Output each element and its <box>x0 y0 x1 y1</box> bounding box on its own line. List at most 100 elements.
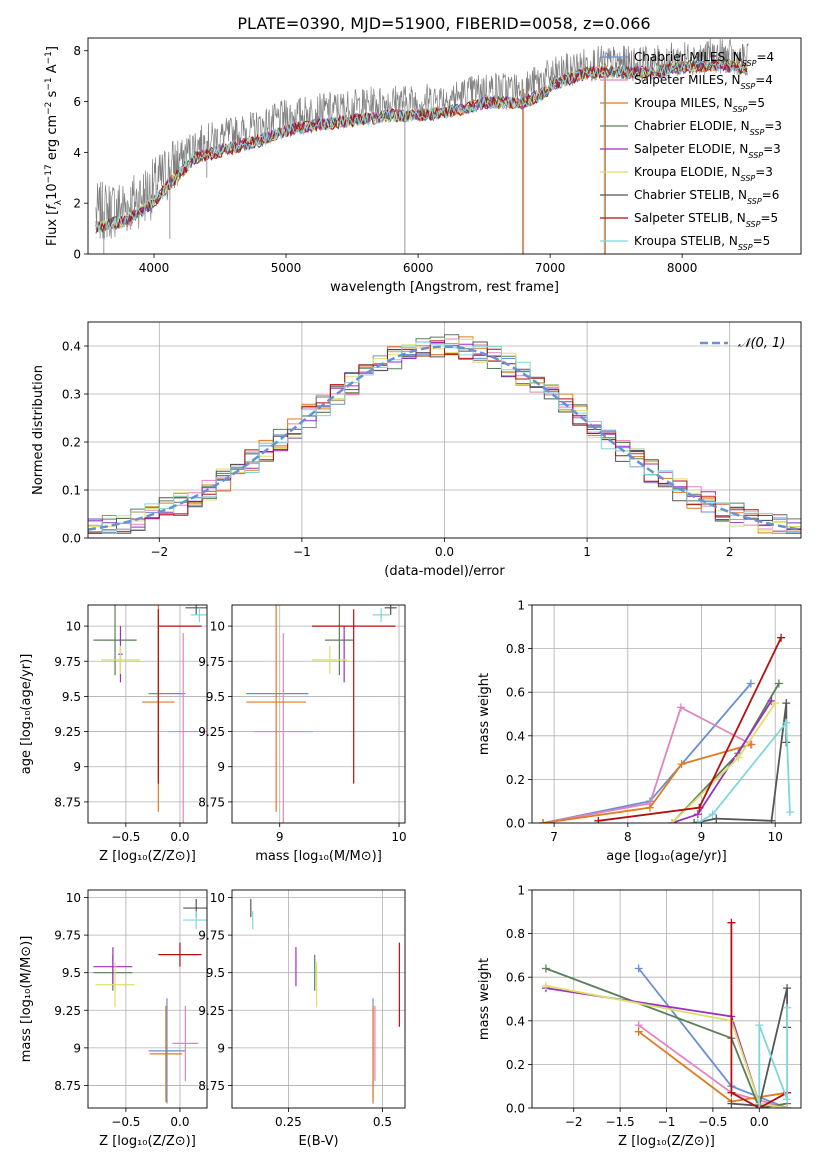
y-axis-label-part: −1 <box>44 51 54 64</box>
panel-age-vs-mass: 9 10 8.75 9 9.25 9.5 9.75 10 mass [log₁₀(M/M⊙)] <box>198 604 407 864</box>
plot-area <box>95 38 749 254</box>
y-tick-label: 10 <box>210 620 225 634</box>
y-tick-label: 8.75 <box>198 795 225 809</box>
weight-marker <box>645 803 654 812</box>
y-axis-label-part: Flux [ <box>45 210 60 246</box>
weight-marker <box>693 819 702 823</box>
weight-marker <box>782 699 791 708</box>
axes-frame <box>87 321 802 539</box>
x-tick-label: 0.5 <box>373 1115 392 1129</box>
panel-age-vs-Z: −0.5 0.0 8.75 9 9.25 9.5 9.75 10 Z [log₁₀(Z/Z⊙)]… <box>19 604 208 864</box>
y-tick-label: 4 <box>73 146 81 160</box>
y-tick-label: 0.6 <box>506 971 525 985</box>
y-tick-label: 9 <box>73 1041 81 1055</box>
legend-entry-sub: SSP <box>748 151 763 160</box>
plot-area <box>246 605 397 823</box>
legend-entry: Kroupa STELIB, NSSP=5 <box>634 234 770 252</box>
y-axis-label-part: ] <box>45 46 60 51</box>
y-tick-label: 9.75 <box>198 655 225 669</box>
y-tick-label: 0.0 <box>506 817 525 831</box>
weight-marker <box>783 984 792 993</box>
weight-series <box>542 743 752 823</box>
x-tick-label: 5000 <box>271 261 302 275</box>
axes-frame <box>231 889 406 1109</box>
residual-histogram <box>88 341 801 534</box>
x-axis-label: E(B-V) <box>298 1134 338 1149</box>
figure-title: PLATE=0390, MJD=51900, FIBERID=0058, z=0… <box>237 14 650 33</box>
legend-entry-sub: SSP <box>741 82 756 91</box>
y-axis-label: mass [log₁₀(M/M⊙)] <box>19 936 34 1063</box>
weight-marker <box>727 1088 736 1097</box>
weight-marker <box>783 1104 792 1108</box>
legend-entry: Kroupa ELODIE, NSSP=3 <box>634 165 773 183</box>
y-axis-label-part: 10 <box>45 183 60 200</box>
x-tick-label: 4000 <box>139 261 170 275</box>
legend-entry-label: Kroupa ELODIE, N <box>634 165 741 179</box>
y-tick-label: 0.0 <box>506 1102 525 1116</box>
y-tick-label: 6 <box>73 95 81 109</box>
weight-series <box>730 922 788 1108</box>
y-tick-label: 9.5 <box>206 966 225 980</box>
weight-marker <box>734 753 743 762</box>
x-tick-label: −1 <box>293 545 311 559</box>
y-axis-label: Normed distribution <box>31 365 46 495</box>
weight-marker <box>668 819 677 823</box>
y-axis-label: age [log₁₀(age/yr)] <box>19 654 34 775</box>
y-tick-label: 9 <box>217 760 225 774</box>
axes-frame <box>87 37 802 255</box>
x-tick-label: 8000 <box>667 261 698 275</box>
weight-marker <box>695 803 704 812</box>
y-tick-label: 9.25 <box>198 725 225 739</box>
x-axis-label: Z [log₁₀(Z/Z⊙)] <box>99 1134 196 1149</box>
panel-residuals: −2 −1 0.0 1 2 0.0 0.1 0.2 0.3 0.4 (data-model)/err… <box>31 321 802 579</box>
x-tick-label: −1 <box>658 1115 676 1129</box>
panel-weight-vs-age: 7 8 9 10 0.0 0.2 0.4 0.6 0.8 1 age [log₁₀(age/yr)]… <box>477 599 802 864</box>
legend-entry-suffix: =3 <box>763 142 781 156</box>
legend-entry: Salpeter MILES, NSSP=4 <box>634 73 773 91</box>
weight-marker <box>634 964 643 973</box>
y-tick-label: 0.8 <box>506 642 525 656</box>
plot-area <box>250 899 400 1104</box>
weight-marker <box>541 981 550 990</box>
axes-frame <box>231 604 406 824</box>
x-tick-label: 2 <box>726 545 734 559</box>
plot-area <box>541 918 792 1108</box>
y-tick-label: 8 <box>73 44 81 58</box>
panel-mass-vs-Z: −0.5 0.0 8.75 9 9.25 9.5 9.75 10 Z [log₁₀(Z/Z⊙)]… <box>19 889 208 1149</box>
y-tick-label: 9.5 <box>62 690 81 704</box>
x-tick-label: 0.0 <box>435 545 454 559</box>
x-tick-label: 8 <box>624 830 632 844</box>
weight-marker <box>594 816 603 823</box>
y-tick-label: 9.25 <box>54 1004 81 1018</box>
y-axis-label-part: −2 <box>44 102 54 115</box>
x-tick-label: −2 <box>565 1115 583 1129</box>
weight-marker <box>783 1095 792 1104</box>
y-tick-label: 0.1 <box>62 484 81 498</box>
y-axis-label: mass weight <box>477 673 492 755</box>
y-tick-label: 9.5 <box>62 966 81 980</box>
legend-entry: 𝒩(0, 1) <box>738 336 785 351</box>
y-tick-label: 0.0 <box>62 532 81 546</box>
y-tick-label: 8.75 <box>54 1079 81 1093</box>
x-tick-label: −0.5 <box>111 830 140 844</box>
y-axis-label-part: A <box>45 64 60 77</box>
weight-marker <box>785 808 794 817</box>
y-axis-label: Flux [fλ10−17 erg cm−2 s−1 A−1] <box>44 46 64 246</box>
legend-entry-suffix: =3 <box>755 165 773 179</box>
y-tick-label: 9.75 <box>54 655 81 669</box>
y-tick-label: 0.2 <box>506 773 525 787</box>
legend-entry-suffix: =4 <box>756 50 774 64</box>
x-tick-label: 9 <box>698 830 706 844</box>
x-axis-label: wavelength [Angstrom, rest frame] <box>330 280 559 295</box>
y-tick-label: 10 <box>66 891 81 905</box>
y-tick-label: 0.4 <box>62 340 81 354</box>
panel-spectrum: 4000 5000 6000 7000 8000 0 2 4 6 8 wavelength [Ang… <box>44 37 802 295</box>
weight-marker <box>771 699 780 708</box>
x-tick-label: 10 <box>391 830 406 844</box>
y-axis-label-part: −17 <box>44 164 54 183</box>
weight-marker <box>677 760 686 769</box>
legend-entry-label: Salpeter MILES, N <box>634 73 741 87</box>
y-tick-label: 0.4 <box>506 1014 525 1028</box>
x-tick-label: −2 <box>150 545 168 559</box>
x-tick-label: −0.5 <box>111 1115 140 1129</box>
